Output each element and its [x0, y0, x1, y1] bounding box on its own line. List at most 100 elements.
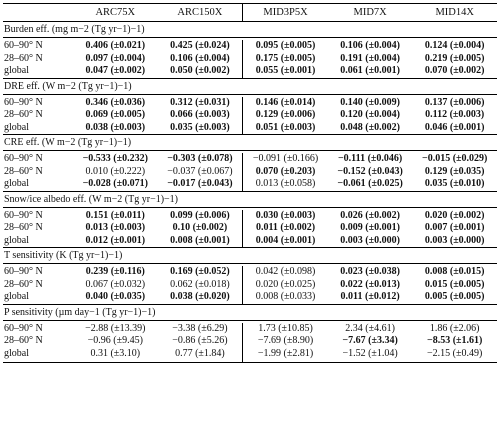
- table-cell: 0.003 (±0.000): [424, 234, 485, 246]
- table-cell: 0.020 (±0.002): [424, 209, 485, 221]
- row-label: global: [4, 178, 29, 190]
- table-cell: 0.070 (±0.203): [242, 165, 328, 178]
- section-title: P sensitivity (µm day−1 (Tg yr−1)−1): [3, 303, 497, 321]
- header-col-mid3p5x: MID3P5X: [242, 3, 328, 22]
- table-row: 28–60° N 0.067 (±0.032) 0.062 (±0.018) 0.02…: [3, 278, 497, 291]
- table-cell: 1.73 (±10.85): [242, 322, 328, 335]
- row-label: 60–90° N: [4, 266, 43, 278]
- table-cell: 0.312 (±0.031): [170, 96, 230, 108]
- table-row: 60–90° N −2.88 (±13.39) −3.38 (±6.29) 1.73 …: [3, 322, 497, 335]
- table-cell: 0.191 (±0.004): [340, 52, 400, 64]
- table-cell: 0.050 (±0.002): [170, 65, 230, 77]
- table-row: 28–60° N 0.097 (±0.004) 0.106 (±0.004) 0.17…: [3, 52, 497, 65]
- table-cell: 0.004 (±0.001): [242, 234, 328, 248]
- table-cell: −0.017 (±0.043): [167, 178, 233, 190]
- table-cell: 0.023 (±0.038): [340, 266, 400, 278]
- table-cell: 0.106 (±0.004): [170, 52, 230, 64]
- row-label: global: [3, 347, 73, 363]
- table-cell: 0.008 (±0.001): [170, 234, 230, 246]
- table-row: 28–60° N 0.069 (±0.005) 0.066 (±0.003) 0.12…: [3, 109, 497, 122]
- table-cell: 0.030 (±0.003): [242, 209, 328, 222]
- table-cell: 0.042 (±0.098): [242, 266, 328, 279]
- table-cell: 0.055 (±0.001): [242, 65, 328, 78]
- table-cell: 0.013 (±0.058): [242, 178, 328, 191]
- header-col-mid14x: MID14X: [412, 3, 497, 22]
- table-cell: 2.34 (±4.61): [345, 322, 395, 334]
- table-cell: −8.53 (±1.61): [427, 335, 483, 347]
- results-table: ARC75X ARC150X MID3P5X MID7X MID14X Burd…: [3, 3, 497, 363]
- table-cell: 0.011 (±0.002): [242, 222, 328, 235]
- table-cell: 0.009 (±0.001): [340, 222, 400, 234]
- table-cell: 0.346 (±0.036): [85, 96, 146, 108]
- table-cell: 0.038 (±0.020): [170, 291, 230, 303]
- section-title: Burden eff. (mg m−2 (Tg yr−1)−1): [3, 21, 497, 38]
- row-label: 28–60° N: [4, 278, 43, 290]
- table-cell: 0.069 (±0.005): [85, 109, 146, 121]
- table-cell: 0.095 (±0.005): [242, 40, 328, 53]
- table-row: 60–90° N −0.533 (±0.232) −0.303 (±0.078) −0…: [3, 153, 497, 166]
- table-cell: 0.169 (±0.052): [170, 266, 230, 278]
- table-cell: 0.008 (±0.033): [242, 291, 328, 304]
- table-cell: 0.129 (±0.035): [424, 165, 485, 177]
- table-cell: −0.533 (±0.232): [82, 153, 148, 165]
- row-label: global: [4, 234, 29, 246]
- section-title: CRE eff. (W m−2 (Tg yr−1)−1): [3, 134, 497, 151]
- table-cell: 0.77 (±1.84): [157, 347, 243, 363]
- table-cell: 0.015 (±0.005): [424, 278, 485, 290]
- table-cell: 0.106 (±0.004): [340, 40, 400, 52]
- row-label: global: [4, 291, 29, 303]
- table-cell: −2.15 (±0.49): [412, 347, 497, 363]
- table-cell: −0.015 (±0.029): [422, 153, 488, 165]
- table-cell: 0.007 (±0.001): [424, 222, 485, 234]
- table-cell: 0.146 (±0.014): [242, 96, 328, 109]
- row-label: global: [4, 65, 29, 77]
- section-header-cre: CRE eff. (W m−2 (Tg yr−1)−1): [3, 134, 497, 151]
- table-row: 60–90° N 0.239 (±0.116) 0.169 (±0.052) 0.04…: [3, 266, 497, 279]
- row-label: 28–60° N: [4, 222, 43, 234]
- row-label: 60–90° N: [4, 209, 43, 221]
- table-cell: 0.003 (±0.000): [340, 234, 400, 246]
- table-row: 60–90° N 0.151 (±0.011) 0.099 (±0.006) 0.03…: [3, 209, 497, 222]
- table-row: global 0.31 (±3.10) 0.77 (±1.84) −1.99 (±2.…: [3, 347, 497, 363]
- table-cell: −0.091 (±0.166): [242, 153, 328, 166]
- table-cell: 0.035 (±0.010): [424, 178, 485, 190]
- table-row: 28–60° N 0.010 (±0.222) −0.037 (±0.067) 0.0…: [3, 165, 497, 178]
- row-label: 60–90° N: [4, 96, 43, 108]
- table-row: global 0.047 (±0.002) 0.050 (±0.002) 0.055 …: [3, 65, 497, 78]
- table-cell: 0.239 (±0.116): [85, 266, 145, 278]
- table-cell: −2.88 (±13.39): [85, 322, 146, 334]
- table-cell: 0.061 (±0.001): [340, 65, 400, 77]
- row-label: 60–90° N: [4, 153, 43, 165]
- table-row: 60–90° N 0.406 (±0.021) 0.425 (±0.024) 0.09…: [3, 40, 497, 53]
- table-cell: 0.129 (±0.006): [242, 109, 328, 122]
- table-cell: 0.010 (±0.222): [85, 165, 146, 177]
- table-body: Burden eff. (mg m−2 (Tg yr−1)−1) 60–90° N…: [3, 21, 497, 363]
- section-header-dre: DRE eff. (W m−2 (Tg yr−1)−1): [3, 77, 497, 95]
- table-row: global 0.012 (±0.001) 0.008 (±0.001) 0.004 …: [3, 234, 497, 248]
- table-row: 28–60° N 0.013 (±0.003) 0.10 (±0.002) 0.011…: [3, 222, 497, 235]
- table-cell: −1.52 (±1.04): [327, 347, 413, 363]
- table-cell: 0.219 (±0.005): [424, 52, 485, 64]
- table-cell: 0.051 (±0.003): [242, 121, 328, 135]
- row-label: 28–60° N: [4, 335, 43, 347]
- table-cell: 0.137 (±0.006): [424, 96, 485, 108]
- table-cell: 0.005 (±0.005): [424, 291, 485, 303]
- row-label: 60–90° N: [4, 40, 43, 52]
- table-cell: 0.140 (±0.009): [340, 96, 400, 108]
- row-label: 60–90° N: [4, 322, 43, 334]
- header-col-mid7x: MID7X: [327, 3, 413, 22]
- table-cell: 0.112 (±0.003): [425, 109, 485, 121]
- row-label: global: [4, 121, 29, 133]
- table-cell: 0.013 (±0.003): [85, 222, 146, 234]
- table-cell: 0.066 (±0.003): [170, 109, 230, 121]
- table-cell: −0.96 (±9.45): [87, 335, 143, 347]
- table-row: global −0.028 (±0.071) −0.017 (±0.043) 0.01…: [3, 178, 497, 191]
- table-cell: 0.406 (±0.021): [85, 40, 146, 52]
- table-cell: 0.151 (±0.011): [85, 209, 145, 221]
- table-cell: −7.69 (±8.90): [242, 335, 328, 348]
- table-cell: 0.097 (±0.004): [85, 52, 146, 64]
- section-header-burden: Burden eff. (mg m−2 (Tg yr−1)−1): [3, 21, 497, 38]
- table-cell: 0.008 (±0.015): [424, 266, 485, 278]
- table-cell: 0.067 (±0.032): [85, 278, 146, 290]
- table-cell: 0.10 (±0.002): [172, 222, 228, 234]
